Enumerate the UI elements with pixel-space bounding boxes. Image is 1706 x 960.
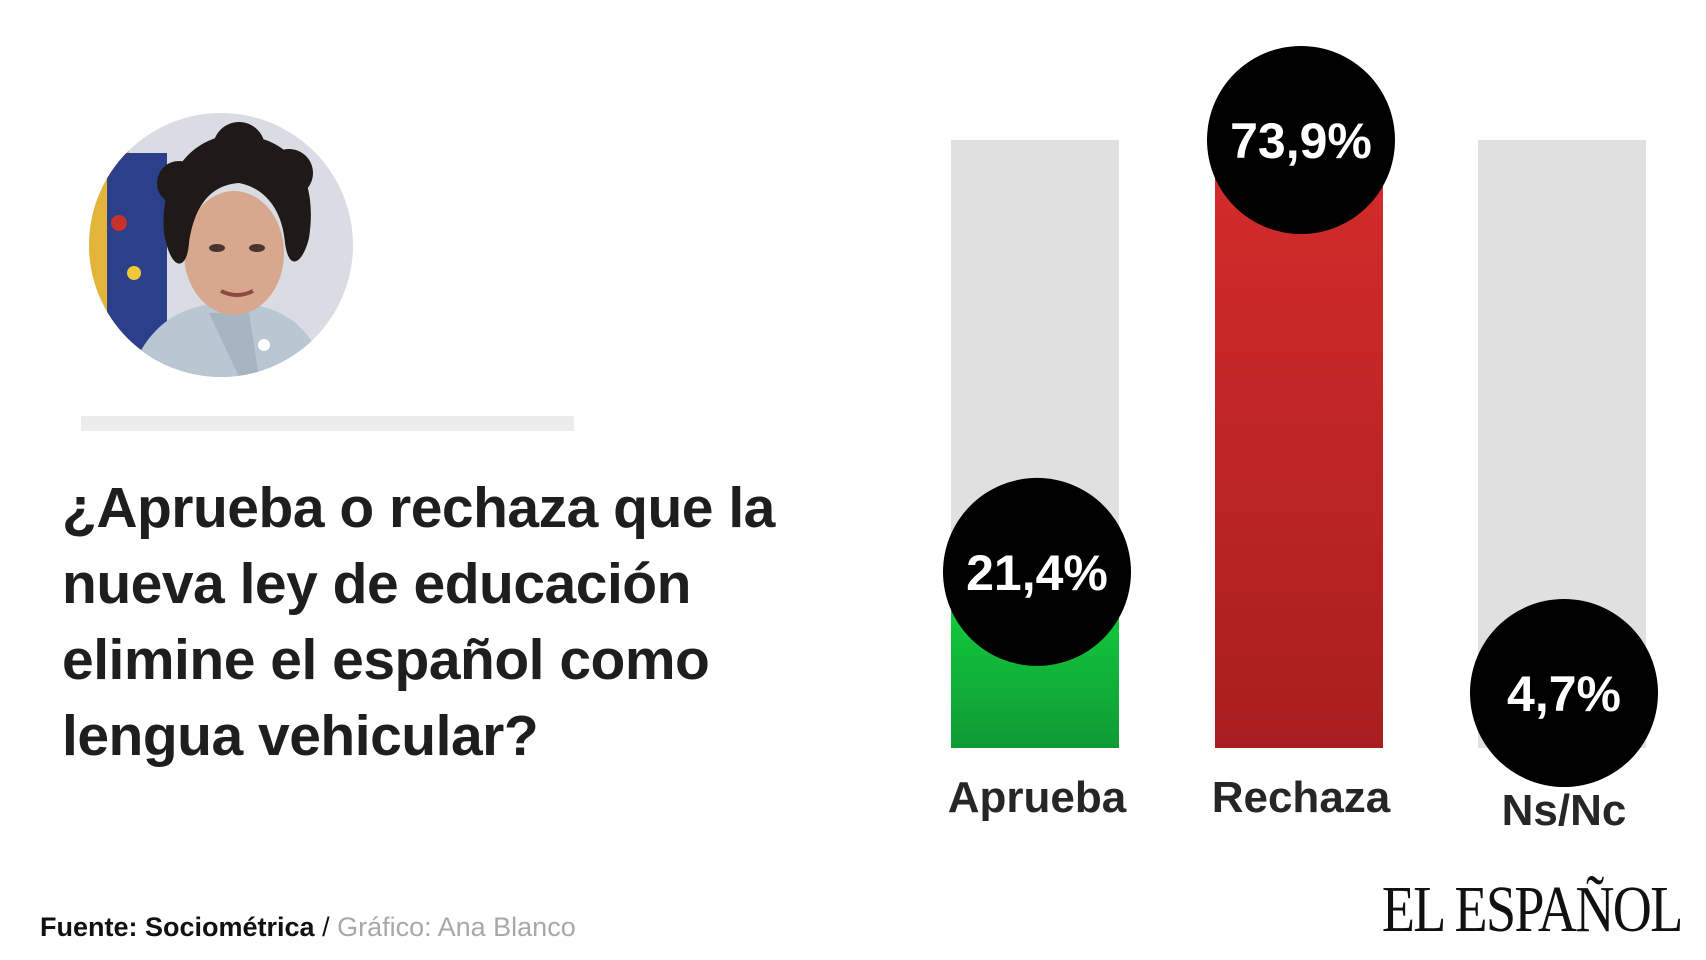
source-label: Fuente: Sociométrica (40, 912, 315, 942)
bar-rechaza (1215, 140, 1383, 748)
footer: Fuente: Sociométrica / Gráfico: Ana Blan… (40, 912, 576, 943)
category-label-rechaza: Rechaza (1212, 773, 1391, 822)
value-bubble-rechaza (1207, 46, 1395, 234)
data-label-rechaza: 73,9% (1230, 113, 1372, 169)
footer-separator: / (314, 912, 338, 942)
divider (81, 416, 574, 431)
graphic-credit: Gráfico: Ana Blanco (337, 912, 576, 942)
value-bubble-ns-nc (1470, 599, 1658, 787)
avatar (89, 113, 353, 377)
data-label-aprueba: 21,4% (966, 545, 1108, 601)
data-label-ns-nc: 4,7% (1507, 666, 1621, 722)
value-bubble-aprueba (943, 477, 1131, 666)
category-label-aprueba: Aprueba (948, 773, 1127, 822)
question-title: ¿Aprueba o rechaza que la nueva ley de e… (62, 476, 775, 768)
portrait-image (89, 113, 353, 377)
category-label-ns-nc: Ns/Nc (1502, 786, 1627, 835)
brand-logo: EL ESPAÑOL (1382, 873, 1683, 946)
